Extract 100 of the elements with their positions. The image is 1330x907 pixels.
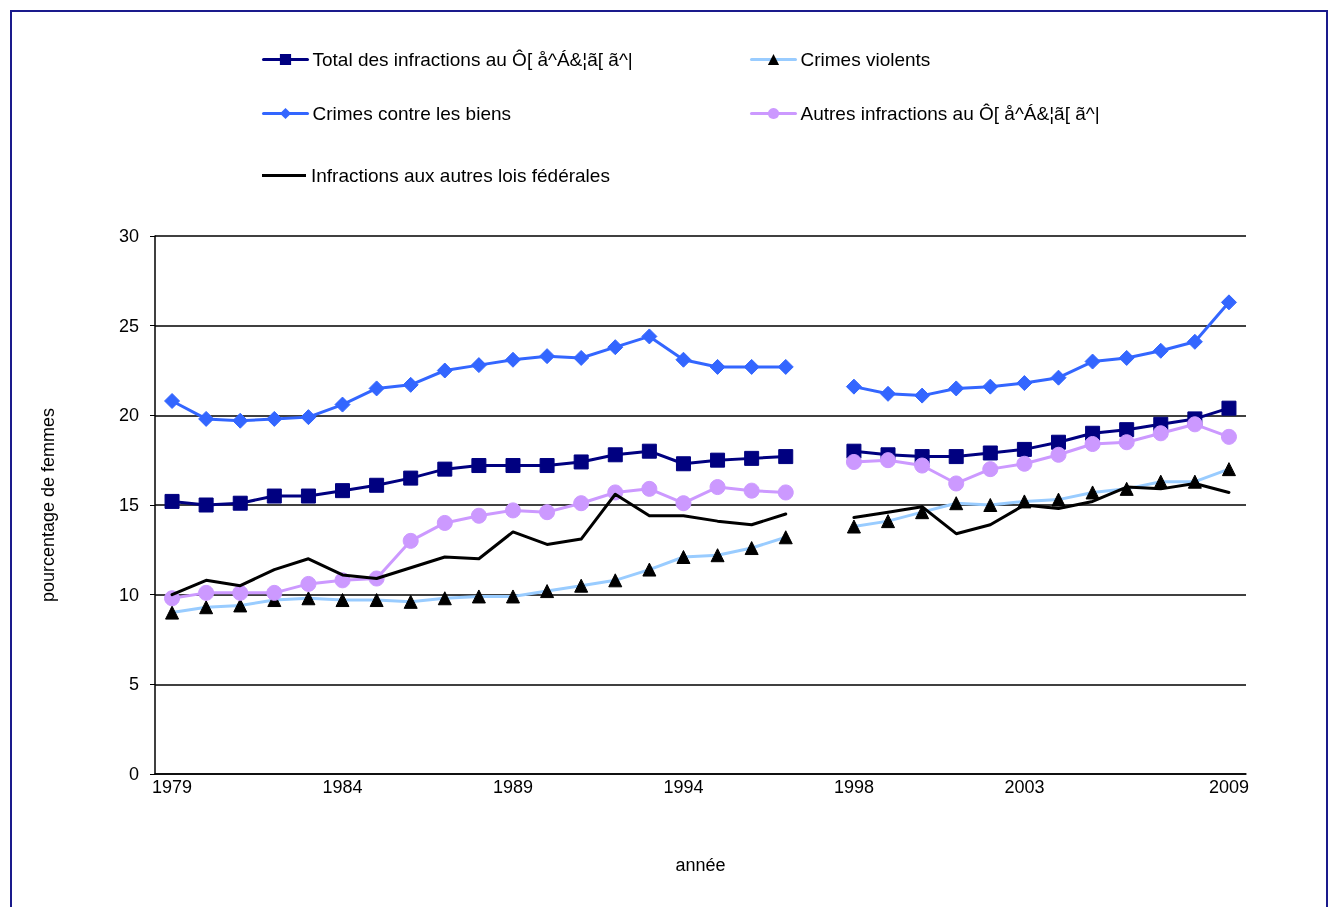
point	[369, 593, 384, 608]
point	[880, 452, 897, 469]
point	[1186, 333, 1203, 350]
point	[845, 453, 862, 470]
point	[232, 584, 249, 601]
point	[607, 447, 623, 463]
point	[1084, 436, 1101, 453]
point	[470, 357, 487, 374]
point	[641, 443, 657, 459]
point	[233, 598, 248, 613]
point	[881, 514, 896, 529]
point	[642, 562, 657, 577]
point	[199, 600, 214, 615]
point	[198, 497, 214, 513]
y-tick-label: 5	[128, 674, 139, 695]
point	[436, 362, 453, 379]
x-tick-label: 1998	[833, 777, 874, 797]
point	[539, 504, 556, 521]
point	[1220, 428, 1237, 445]
legend-label: Crimes contre les biens	[312, 103, 512, 124]
point	[675, 351, 692, 368]
point	[744, 541, 759, 556]
point	[983, 498, 998, 512]
point	[1220, 294, 1237, 311]
point	[982, 445, 998, 461]
point	[949, 496, 964, 511]
point	[505, 458, 521, 474]
point	[164, 392, 181, 409]
legend-label: Crimes violents	[800, 49, 931, 70]
legend-label: Autres infractions au Ô[ å^Á&¦ã[ ã^|	[800, 103, 1100, 124]
point	[743, 482, 760, 499]
point	[1051, 492, 1066, 507]
legend-label: Infractions aux autres lois fédérales	[311, 165, 610, 186]
x-tick-label: 2003	[1004, 777, 1045, 797]
point	[436, 514, 453, 531]
point	[164, 493, 180, 509]
point	[778, 449, 794, 465]
point	[1221, 400, 1237, 416]
point	[369, 477, 385, 493]
point	[607, 339, 624, 356]
point	[300, 488, 316, 504]
point	[165, 605, 180, 620]
y-tick-label: 25	[118, 315, 139, 336]
point	[1118, 434, 1135, 451]
y-tick-label: 10	[118, 584, 139, 605]
y-tick-label: 0	[128, 764, 139, 784]
point	[335, 483, 351, 499]
point	[266, 410, 283, 427]
point	[709, 479, 726, 496]
point	[402, 532, 419, 549]
point	[198, 410, 215, 427]
point	[914, 387, 931, 404]
point	[573, 349, 590, 366]
point	[1084, 353, 1101, 370]
point	[539, 458, 555, 474]
point	[1016, 441, 1032, 457]
point	[573, 495, 590, 512]
point	[1050, 369, 1067, 386]
point	[1085, 485, 1100, 500]
point	[982, 378, 999, 395]
x-axis-title: année	[675, 855, 726, 875]
point	[505, 589, 520, 604]
point	[301, 591, 316, 606]
point	[641, 328, 658, 345]
point	[710, 452, 726, 468]
point	[471, 458, 487, 474]
y-tick-label: 30	[118, 226, 139, 246]
point	[709, 358, 726, 375]
point	[676, 550, 691, 565]
point	[266, 584, 283, 601]
point	[334, 396, 351, 413]
point	[675, 495, 692, 512]
point	[675, 456, 691, 472]
x-tick-label: 1979	[152, 777, 193, 797]
point	[368, 380, 385, 397]
point	[948, 475, 965, 492]
point	[982, 461, 999, 478]
point	[744, 450, 760, 466]
x-tick-label: 1994	[663, 777, 704, 797]
point	[335, 593, 350, 608]
point	[232, 412, 249, 429]
point	[880, 385, 897, 402]
point	[846, 519, 861, 534]
y-tick-label: 20	[118, 405, 139, 426]
point	[300, 575, 317, 592]
point	[232, 495, 248, 511]
point	[914, 457, 931, 474]
point	[845, 378, 862, 395]
point	[573, 454, 589, 470]
point	[1016, 375, 1033, 392]
point	[915, 505, 930, 520]
point	[574, 578, 589, 593]
point	[403, 470, 419, 486]
point	[403, 594, 418, 609]
point	[471, 589, 486, 604]
point	[198, 584, 215, 601]
x-tick-label: 1984	[322, 777, 363, 797]
point	[641, 480, 658, 497]
point	[540, 584, 555, 599]
y-tick-label: 15	[118, 495, 139, 515]
